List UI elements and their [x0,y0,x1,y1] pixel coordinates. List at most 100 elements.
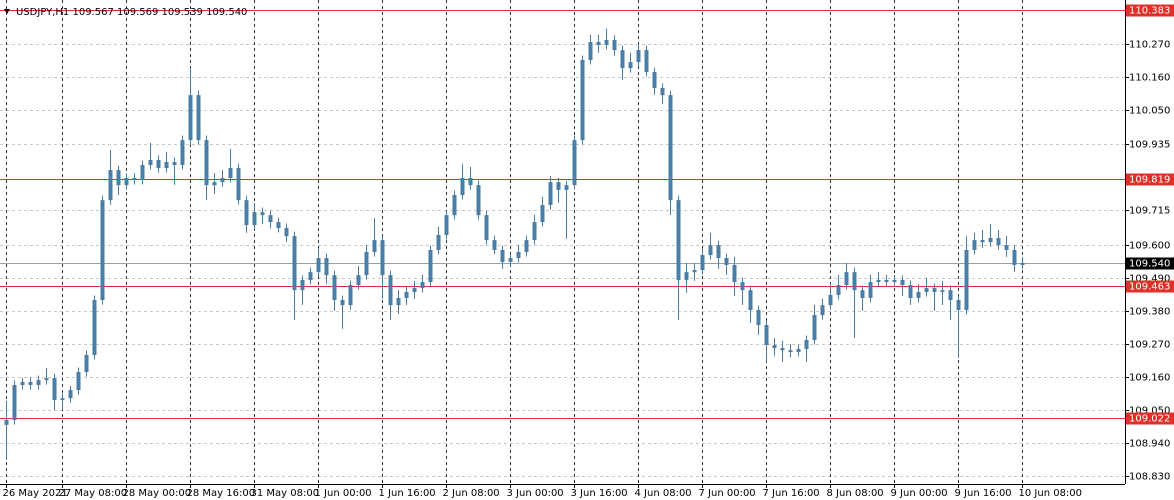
candle-body [876,279,881,283]
candle-body [660,87,665,96]
candle-body [148,159,153,166]
candle-body [436,234,441,250]
candle-body [356,275,361,286]
candle-body [596,42,601,46]
x-tick-label: 9 Jun 00:00 [891,488,948,499]
candle-body [268,215,273,223]
candle-body [924,288,929,292]
current-price-label: 109.540 [1129,259,1170,270]
x-tick-label: 28 May 00:00 [123,488,192,499]
candle-body [884,279,889,283]
y-tick-label: 109.270 [1129,340,1170,351]
x-tick-label: 10 Jun 08:00 [1019,488,1083,499]
level-label: 110.383 [1129,6,1170,17]
candle-body [852,272,857,291]
candle-body [252,212,257,226]
candle-body [188,95,193,141]
candle-body [636,50,641,63]
y-tick-label: 109.380 [1129,307,1170,318]
level-label: 109.463 [1129,282,1170,293]
candle-body [788,350,793,352]
candle-body [652,72,657,88]
candle-body [860,290,865,298]
candle-body [804,339,809,349]
y-tick-label: 108.830 [1129,472,1170,483]
candle-body [460,177,465,196]
candle-body [716,245,721,259]
level-label: 109.819 [1129,175,1170,186]
candle-body [276,222,281,229]
x-tick-label: 8 Jun 08:00 [827,488,884,499]
y-tick-label: 109.050 [1129,406,1170,417]
candle-body [380,240,385,276]
x-tick-label: 28 May 16:00 [187,488,256,499]
candle-body [772,345,777,349]
candle-body [900,279,905,286]
candle-body [260,212,265,216]
candle-body [52,378,57,400]
level-box [1126,4,1174,17]
candle-body [348,285,353,306]
candle-body [756,309,761,325]
candle-body [308,272,313,280]
candle-body [12,384,17,421]
candle-body [212,182,217,186]
candle-body [236,168,241,201]
candle-body [724,258,729,265]
y-tick-label: 109.490 [1129,274,1170,285]
candle-body [44,378,49,381]
candle-body [740,282,745,291]
candle-body [956,300,961,310]
candle-body [556,182,561,190]
candle-body [428,249,433,283]
x-tick-label: 4 Jun 08:00 [635,488,692,499]
candle-body [628,62,633,69]
candle-body [564,185,569,190]
candle-body [748,290,753,310]
candle-body [244,200,249,226]
candle-body [988,237,993,243]
x-tick-label: 7 Jun 16:00 [763,488,820,499]
candle-body [908,285,913,298]
candle-body [140,165,145,181]
candle-body [940,290,945,292]
candle-body [204,140,209,186]
x-tick-label: 26 May 2021 [3,488,68,499]
candle-body [476,185,481,216]
candle-body [548,182,553,205]
candle-body [388,275,393,306]
candle-body [484,215,489,241]
candle-body [868,282,873,298]
dropdown-icon[interactable] [4,9,10,14]
candle-body [292,236,297,291]
candle-body [700,255,705,271]
candle-body [324,258,329,276]
candle-body [28,381,33,385]
candle-body [420,282,425,289]
candle-body [316,258,321,273]
candle-body [1020,262,1025,265]
candle-body [156,159,161,169]
candle-body [372,240,377,253]
candle-body [524,240,529,253]
x-tick-label: 2 Jun 08:00 [443,488,500,499]
candles [4,28,1025,460]
candle-body [796,348,801,352]
candle-body [1012,249,1017,265]
candle-body [300,279,305,291]
y-tick-label: 110.050 [1129,106,1170,117]
candle-body [444,215,449,235]
candle-body [732,264,737,283]
candle-body [996,237,1001,246]
y-tick-label: 109.715 [1129,206,1170,217]
candle-body [644,50,649,73]
x-tick-label: 7 Jun 00:00 [699,488,756,499]
x-tick-label: 3 Jun 00:00 [507,488,564,499]
candle-body [116,170,121,186]
candle-body [708,245,713,256]
candle-body [124,177,129,186]
candle-body [892,279,897,283]
